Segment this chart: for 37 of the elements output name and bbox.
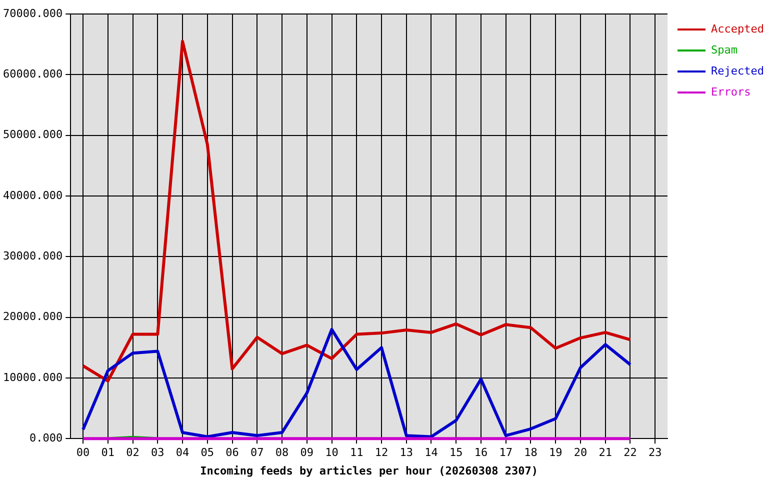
x-tick-label: 07 — [250, 446, 264, 460]
x-tick-label: 14 — [424, 446, 438, 460]
x-tick-label: 05 — [200, 446, 214, 460]
x-tick-label: 22 — [624, 446, 637, 460]
x-tick-label: 10 — [325, 446, 338, 460]
x-tick-label: 18 — [524, 446, 538, 460]
x-tick-label: 09 — [300, 446, 314, 460]
x-tick-label: 02 — [126, 446, 140, 460]
x-tick-label: 19 — [548, 446, 562, 460]
x-tick-label: 00 — [76, 446, 90, 460]
x-tick-label: 15 — [449, 446, 463, 460]
y-tick-label: 60000.000 — [2, 68, 63, 81]
x-tick-label: 21 — [598, 446, 612, 460]
x-tick-label: 01 — [101, 446, 115, 460]
x-tick-label: 23 — [648, 446, 662, 460]
y-tick-label: 20000.000 — [2, 310, 63, 324]
x-tick-label: 12 — [374, 446, 388, 460]
x-tick-label: 13 — [400, 446, 413, 460]
x-tick-label: 03 — [151, 446, 164, 460]
legend-label: Spam — [711, 43, 738, 56]
x-tick-label: 16 — [474, 446, 488, 460]
legend-label: Errors — [711, 85, 751, 98]
x-tick-label: 17 — [499, 446, 512, 460]
y-tick-label: 10000.000 — [2, 370, 63, 384]
y-tick-label: 30000.000 — [2, 249, 63, 262]
legend-label: Rejected — [711, 64, 764, 78]
x-tick-label: 04 — [176, 446, 190, 460]
x-tick-label: 11 — [350, 446, 364, 460]
y-tick-label: 50000.000 — [2, 128, 63, 142]
x-tick-label: 06 — [226, 446, 239, 460]
legend-label: Accepted — [711, 22, 764, 36]
x-axis-title: Incoming feeds by articles per hour (20260308 2307) — [200, 464, 538, 478]
x-tick-label: 08 — [275, 446, 289, 460]
y-tick-label: 70000.000 — [2, 6, 63, 20]
y-tick-label: 40000.000 — [2, 188, 63, 202]
x-tick-label: 20 — [574, 446, 588, 460]
y-tick-label: 0.000 — [29, 431, 63, 444]
